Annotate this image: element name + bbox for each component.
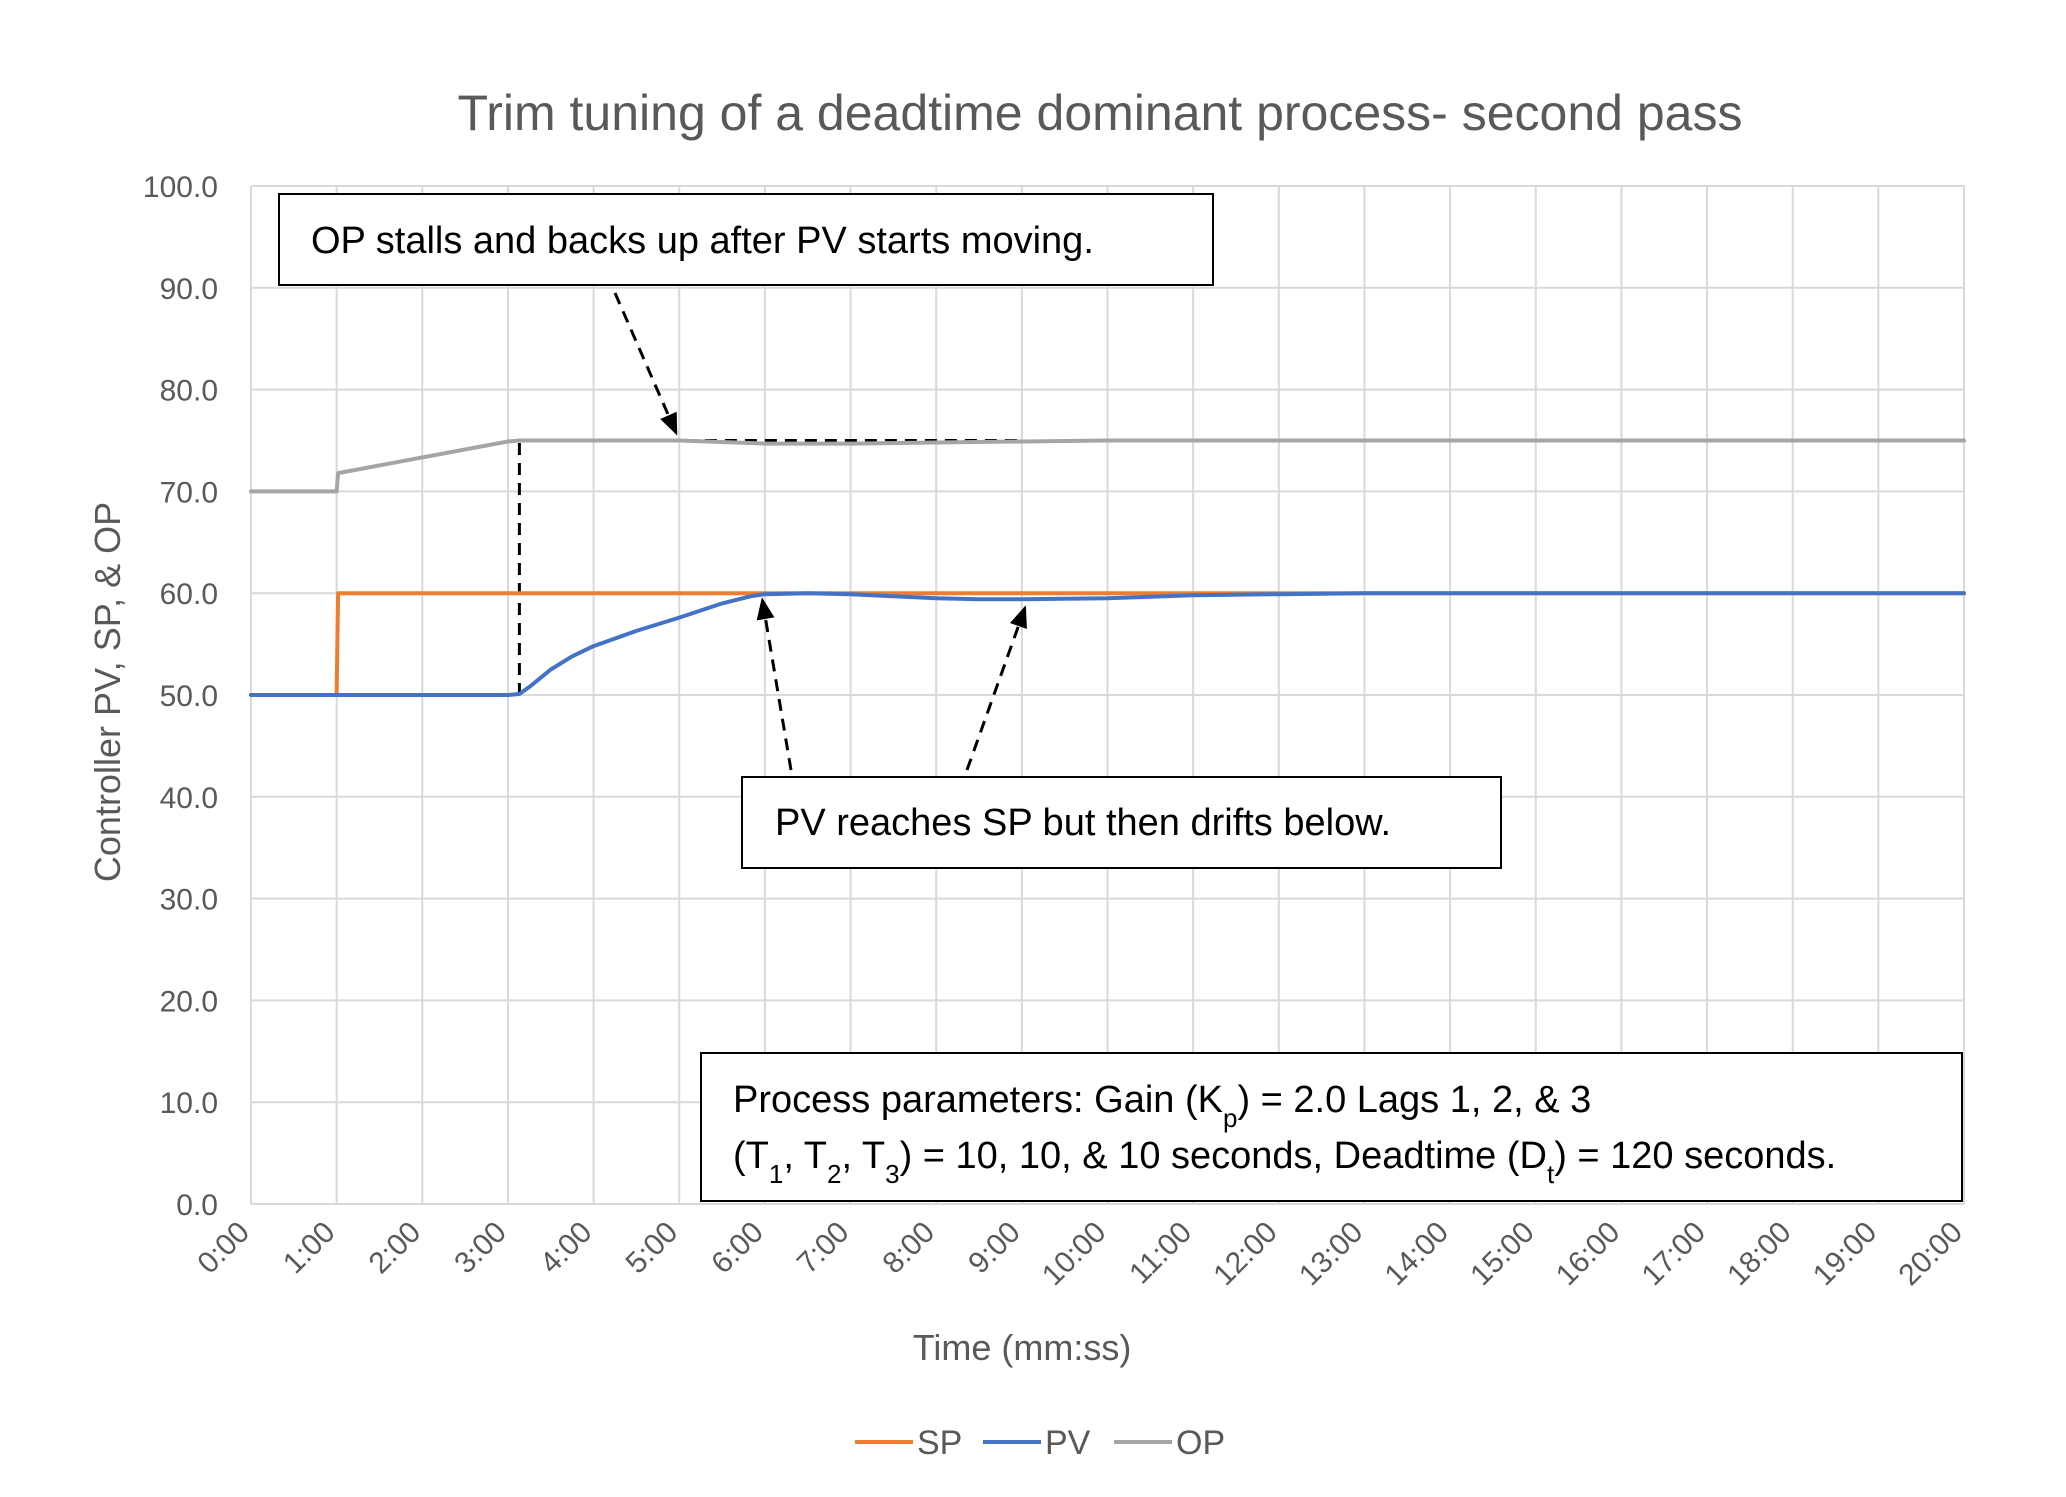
annotation-arrow-head — [660, 411, 678, 436]
annotation-arrows — [613, 292, 1028, 771]
annotation-pv-box — [741, 776, 1502, 869]
parameters-line-1: Process parameters: Gain (Kp) = 2.0 Lags… — [733, 1079, 1591, 1133]
dashed-guide-lines — [517, 439, 1022, 695]
x-axis-label: Time (mm:ss) — [913, 1327, 1132, 1368]
y-tick-label: 10.0 — [160, 1087, 218, 1120]
series-lines — [249, 438, 1966, 697]
y-tick-label: 40.0 — [160, 782, 218, 815]
legend-label-pv: PV — [1045, 1424, 1091, 1462]
y-tick-label: 0.0 — [176, 1189, 218, 1222]
series-pv-line — [249, 591, 1966, 697]
legend-label-op: OP — [1176, 1424, 1225, 1462]
chart-title: Trim tuning of a deadtime dominant proce… — [458, 85, 1743, 141]
annotation-op-text: OP stalls and backs up after PV starts m… — [311, 220, 1094, 262]
y-tick-label: 70.0 — [160, 476, 218, 509]
annotation-arrow-head — [1009, 605, 1027, 630]
series-op-line — [249, 438, 1966, 494]
legend: SP PV OP — [855, 1424, 1225, 1462]
y-tick-label: 30.0 — [160, 884, 218, 917]
dashed-guide — [517, 439, 1022, 695]
annotation-arrow-line — [760, 596, 793, 771]
annotations: OP stalls and backs up after PV starts m… — [278, 193, 1963, 1202]
legend-label-sp: SP — [917, 1424, 962, 1462]
y-axis-label: Controller PV, SP, & OP — [87, 502, 128, 882]
annotation-arrow-head — [756, 597, 775, 621]
annotation-arrow-line — [613, 292, 679, 437]
y-tick-label: 20.0 — [160, 985, 218, 1018]
y-tick-label: 60.0 — [160, 578, 218, 611]
annotation-op-box — [278, 193, 1214, 286]
annotation-pv-text: PV reaches SP but then drifts below. — [775, 802, 1391, 844]
parameters-box — [700, 1052, 1963, 1202]
parameters-line-2: (T1, T2, T3) = 10, 10, & 10 seconds, Dea… — [733, 1135, 1836, 1189]
y-tick-label: 100.0 — [143, 171, 218, 204]
y-tick-label: 50.0 — [160, 680, 218, 713]
y-tick-label: 80.0 — [160, 375, 218, 408]
y-tick-label: 90.0 — [160, 273, 218, 306]
y-axis-tick-labels: 0.0 10.0 20.0 30.0 40.0 50.0 60.0 70.0 80.0 90.0 1… — [143, 171, 218, 1222]
annotation-arrow-line — [965, 604, 1028, 771]
